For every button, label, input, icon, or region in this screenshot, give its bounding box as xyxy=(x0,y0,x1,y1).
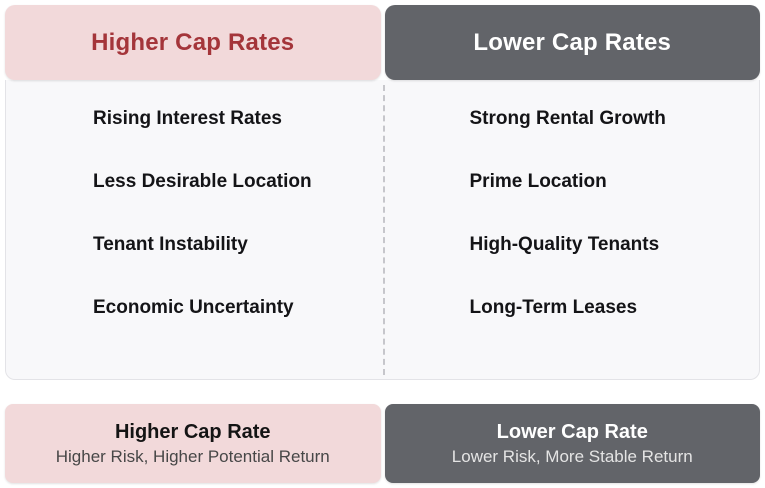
footer-row: Higher Cap Rate Higher Risk, Higher Pote… xyxy=(5,404,760,483)
higher-cap-rates-header: Higher Cap Rates xyxy=(5,5,381,80)
list-item: Less Desirable Location xyxy=(93,170,312,192)
header-row: Higher Cap Rates Lower Cap Rates xyxy=(5,5,760,80)
lower-cap-rates-list: Strong Rental Growth Prime Location High… xyxy=(383,80,760,379)
lower-cap-rates-header: Lower Cap Rates xyxy=(384,5,760,80)
list-item: Rising Interest Rates xyxy=(93,107,282,129)
higher-cap-rates-header-label: Higher Cap Rates xyxy=(91,28,295,56)
list-item: Prime Location xyxy=(469,170,607,192)
list-item: Economic Uncertainty xyxy=(93,296,294,318)
lower-cap-rate-summary: Lower Cap Rate Lower Risk, More Stable R… xyxy=(384,404,760,483)
higher-cap-rate-summary-subtitle: Higher Risk, Higher Potential Return xyxy=(55,446,330,466)
dashed-divider xyxy=(382,85,385,375)
lower-cap-rates-header-label: Lower Cap Rates xyxy=(473,28,672,56)
higher-cap-rate-summary: Higher Cap Rate Higher Risk, Higher Pote… xyxy=(5,404,381,483)
higher-cap-rate-summary-title: Higher Cap Rate xyxy=(114,420,271,443)
lower-cap-rate-summary-subtitle: Lower Risk, More Stable Return xyxy=(451,446,693,466)
higher-cap-rates-list: Rising Interest Rates Less Desirable Loc… xyxy=(6,80,383,379)
list-item: High-Quality Tenants xyxy=(469,233,660,255)
comparison-panel: Rising Interest Rates Less Desirable Loc… xyxy=(5,80,760,380)
list-item: Strong Rental Growth xyxy=(469,107,666,129)
list-item: Long-Term Leases xyxy=(469,296,638,318)
list-item: Tenant Instability xyxy=(93,233,248,255)
lower-cap-rate-summary-title: Lower Cap Rate xyxy=(496,420,648,443)
